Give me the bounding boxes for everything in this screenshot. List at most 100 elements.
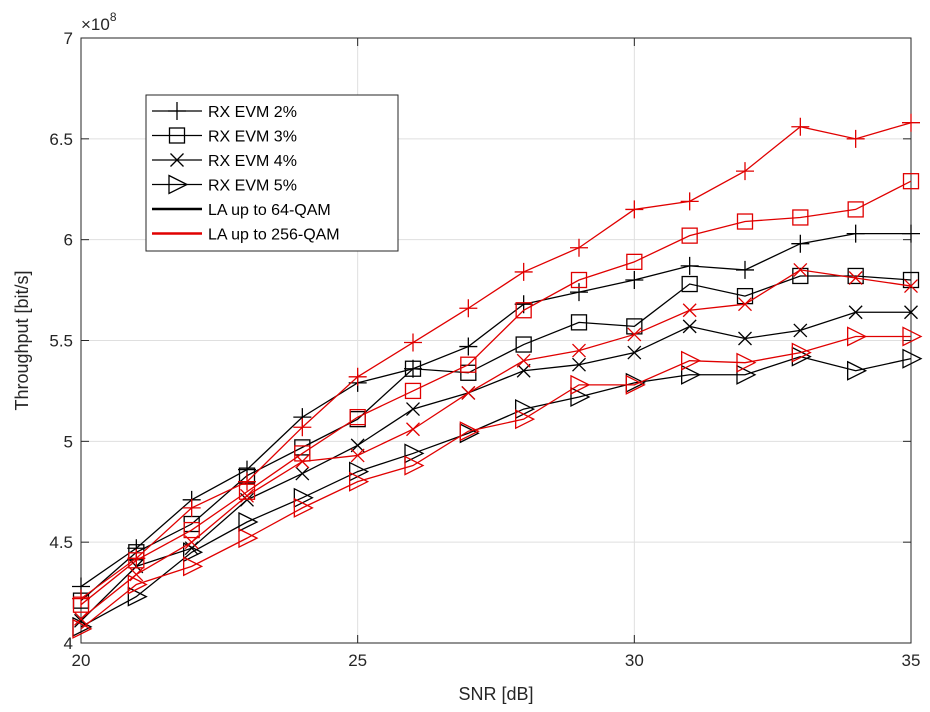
data-point-plus	[902, 224, 920, 243]
data-point-plus	[736, 162, 754, 181]
series-line	[80, 122, 912, 600]
data-point-square	[349, 408, 366, 426]
data-point-plus	[570, 238, 588, 257]
data-point-triangle	[168, 174, 189, 195]
x-tick-label: 20	[72, 651, 91, 670]
data-point-square	[72, 596, 90, 613]
data-point-x	[74, 611, 88, 626]
data-point-triangle	[459, 421, 480, 442]
data-point-triangle	[681, 350, 702, 371]
data-point-square	[168, 127, 186, 144]
data-point-plus	[404, 333, 422, 352]
legend-item: RX EVM 5%	[152, 174, 297, 195]
data-point-x	[184, 541, 199, 556]
data-point-x	[170, 153, 184, 167]
series-6	[72, 173, 920, 613]
data-point-plus	[459, 337, 478, 356]
series-line	[80, 269, 912, 620]
data-point-square	[847, 201, 864, 218]
data-point-triangle	[183, 542, 204, 563]
data-point-square	[128, 552, 145, 569]
y-multiplier-base: ×10	[81, 15, 110, 34]
data-point-triangle	[127, 586, 148, 607]
legend-item: RX EVM 3%	[152, 127, 297, 146]
data-point-triangle	[127, 574, 148, 595]
data-point-x	[738, 331, 752, 346]
data-point-triangle	[515, 399, 536, 420]
series-2	[72, 267, 920, 609]
data-point-triangle	[238, 528, 259, 549]
data-point-x	[793, 323, 808, 338]
data-point-square	[792, 209, 809, 226]
data-point-triangle	[293, 487, 314, 508]
data-point-x	[572, 357, 586, 372]
data-point-x	[904, 305, 918, 320]
data-point-square	[681, 227, 698, 244]
series-1	[72, 224, 920, 596]
y-tick-label: 5.5	[49, 332, 73, 351]
series-group	[72, 113, 923, 639]
data-point-plus	[625, 200, 644, 219]
series-7	[74, 262, 918, 626]
series-line	[80, 335, 911, 630]
y-tick-label: 4	[64, 634, 73, 653]
data-point-triangle	[736, 364, 757, 385]
data-point-plus	[348, 367, 367, 386]
legend-box	[145, 94, 399, 252]
data-point-square	[183, 521, 200, 539]
data-point-x	[904, 279, 918, 294]
data-point-plus	[791, 117, 810, 136]
data-point-triangle	[847, 360, 868, 381]
data-point-triangle	[238, 511, 259, 533]
data-point-x	[572, 343, 586, 358]
data-point-square	[902, 271, 920, 289]
data-point-square	[404, 382, 422, 400]
legend-item: LA up to 256-QAM	[152, 227, 340, 244]
legend-label: RX EVM 3%	[208, 129, 297, 146]
series-line	[80, 355, 912, 628]
data-point-plus	[680, 192, 699, 211]
data-point-square	[570, 314, 588, 331]
data-point-x	[682, 319, 697, 334]
legend-label: RX EVM 2%	[208, 104, 297, 121]
data-point-plus	[182, 498, 201, 517]
y-axis-label: Throughput [bit/s]	[12, 270, 32, 410]
legend-label: LA up to 64-QAM	[208, 202, 331, 219]
data-point-square	[404, 360, 422, 377]
data-point-square	[460, 356, 477, 373]
data-point-triangle	[183, 556, 204, 577]
legend-item: RX EVM 4%	[152, 153, 297, 170]
data-point-plus	[168, 102, 186, 120]
legend-item: RX EVM 2%	[152, 102, 297, 121]
legend: RX EVM 2% RX EVM 3% RX EVM 4% RX EVM 5% LA u…	[145, 94, 399, 252]
data-point-square	[626, 253, 643, 271]
data-point-x	[461, 385, 476, 400]
data-point-x	[350, 448, 365, 463]
data-point-x	[406, 422, 420, 437]
legend-label: LA up to 256-QAM	[208, 227, 340, 244]
data-point-x	[516, 363, 531, 378]
data-point-triangle	[349, 461, 370, 482]
data-point-x	[682, 303, 697, 318]
data-point-plus	[902, 113, 920, 132]
data-point-plus	[459, 299, 478, 318]
data-point-triangle	[681, 364, 702, 385]
data-point-plus	[791, 234, 810, 253]
x-axis: 20 25 30 35	[72, 38, 920, 670]
data-point-x	[129, 567, 144, 582]
data-point-plus	[72, 589, 90, 608]
data-point-plus	[680, 256, 699, 275]
y-tick-label: 5	[64, 432, 73, 451]
data-point-x	[406, 402, 420, 417]
data-point-x	[184, 535, 199, 550]
series-line	[80, 232, 911, 588]
data-point-plus	[293, 418, 312, 437]
data-point-x	[848, 271, 863, 285]
data-point-square	[902, 173, 920, 190]
data-point-square	[847, 267, 864, 285]
data-point-triangle	[570, 386, 591, 408]
data-point-plus	[570, 283, 588, 302]
data-point-x	[295, 454, 310, 469]
data-point-triangle	[404, 455, 425, 476]
